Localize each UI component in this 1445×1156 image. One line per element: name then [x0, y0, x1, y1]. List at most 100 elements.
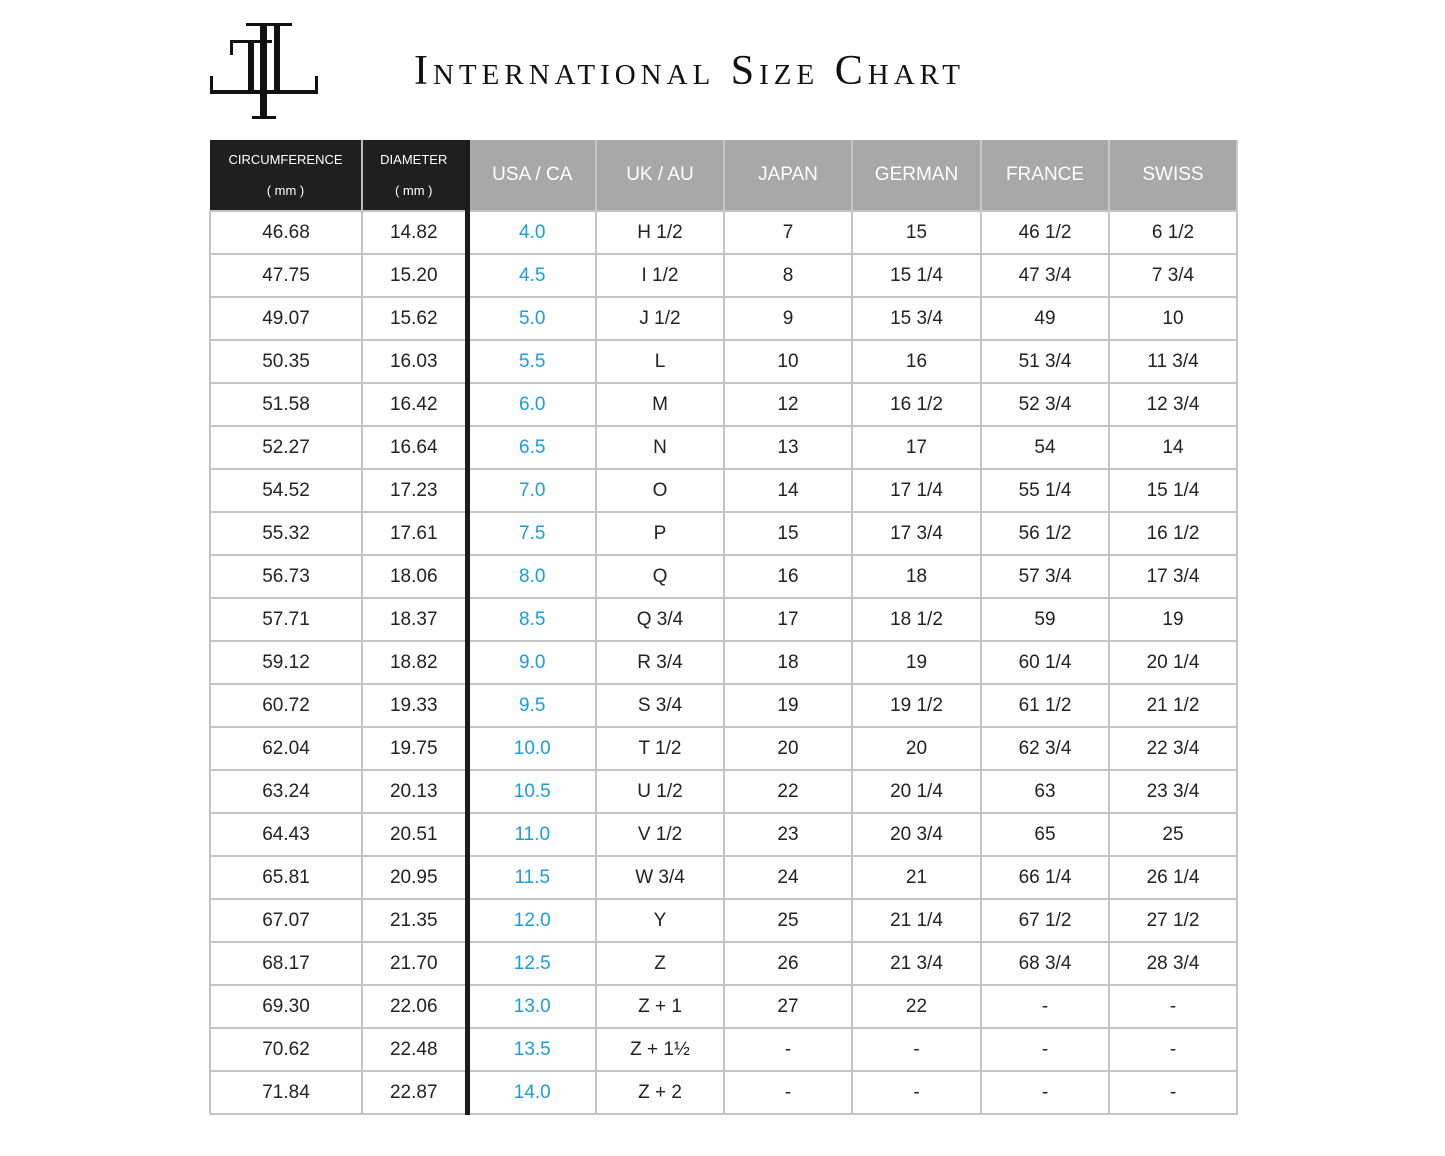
- cell-german: 17 1/4: [851, 468, 982, 513]
- cell-uk-au: I 1/2: [595, 253, 725, 298]
- cell-usa-ca: 5.0: [466, 296, 597, 341]
- cell-uk-au: Z: [595, 941, 725, 986]
- cell-japan: 15: [723, 511, 853, 556]
- cell-france: -: [980, 1070, 1110, 1115]
- cell-swiss: 19: [1108, 597, 1238, 642]
- cell-japan: 8: [723, 253, 853, 298]
- table-row: 57.71 18.37 8.5 Q 3/4 17 18 1/2 59 19: [209, 597, 1238, 642]
- cell-diameter: 22.06: [361, 984, 470, 1029]
- cell-diameter: 22.87: [361, 1070, 470, 1115]
- cell-swiss: -: [1108, 1027, 1238, 1072]
- cell-usa-ca: 8.5: [466, 597, 597, 642]
- cell-uk-au: M: [595, 382, 725, 427]
- cell-uk-au: S 3/4: [595, 683, 725, 728]
- cell-circumference: 55.32: [209, 511, 363, 556]
- header-label: JAPAN: [758, 164, 818, 185]
- header-usa-ca: USA / CA: [467, 140, 597, 211]
- cell-swiss: -: [1108, 1070, 1238, 1115]
- cell-german: 20: [851, 726, 982, 771]
- cell-france: 52 3/4: [980, 382, 1110, 427]
- cell-japan: 14: [723, 468, 853, 513]
- cell-usa-ca: 12.0: [466, 898, 597, 943]
- header-unit: ( mm ): [266, 183, 305, 198]
- cell-japan: -: [723, 1027, 853, 1072]
- cell-japan: 18: [723, 640, 853, 685]
- cell-japan: 13: [723, 425, 853, 470]
- cell-circumference: 69.30: [209, 984, 363, 1029]
- cell-france: 60 1/4: [980, 640, 1110, 685]
- cell-japan: 9: [723, 296, 853, 341]
- cell-diameter: 22.48: [361, 1027, 470, 1072]
- cell-japan: 10: [723, 339, 853, 384]
- cell-swiss: 11 3/4: [1108, 339, 1238, 384]
- cell-swiss: 16 1/2: [1108, 511, 1238, 556]
- cell-usa-ca: 8.0: [466, 554, 597, 599]
- cell-france: 63: [980, 769, 1110, 814]
- header-label: UK / AU: [626, 164, 694, 185]
- cell-circumference: 67.07: [209, 898, 363, 943]
- cell-german: 18 1/2: [851, 597, 982, 642]
- cell-japan: 24: [723, 855, 853, 900]
- cell-japan: 16: [723, 554, 853, 599]
- header-label: SWISS: [1142, 164, 1204, 185]
- cell-circumference: 50.35: [209, 339, 363, 384]
- header-label: FRANCE: [1005, 164, 1085, 185]
- cell-german: 16: [851, 339, 982, 384]
- cell-diameter: 21.70: [361, 941, 470, 986]
- cell-uk-au: Z + 2: [595, 1070, 725, 1115]
- cell-circumference: 51.58: [209, 382, 363, 427]
- cell-uk-au: N: [595, 425, 725, 470]
- cell-diameter: 15.62: [361, 296, 470, 341]
- cell-diameter: 14.82: [361, 210, 470, 255]
- cell-circumference: 71.84: [209, 1070, 363, 1115]
- cell-diameter: 20.51: [361, 812, 470, 857]
- cell-german: 22: [851, 984, 982, 1029]
- cell-german: 17: [851, 425, 982, 470]
- cell-diameter: 16.42: [361, 382, 470, 427]
- cell-german: 17 3/4: [851, 511, 982, 556]
- header-japan: JAPAN: [724, 140, 853, 211]
- cell-uk-au: Z + 1: [595, 984, 725, 1029]
- cell-usa-ca: 5.5: [466, 339, 597, 384]
- cell-usa-ca: 13.5: [466, 1027, 597, 1072]
- cell-uk-au: U 1/2: [595, 769, 725, 814]
- cell-diameter: 17.61: [361, 511, 470, 556]
- cell-diameter: 16.64: [361, 425, 470, 470]
- size-chart-table: CIRCUMFERENCE ( mm ) DIAMETER ( mm ) USA / C…: [209, 140, 1238, 1115]
- cell-france: 51 3/4: [980, 339, 1110, 384]
- cell-uk-au: R 3/4: [595, 640, 725, 685]
- cell-france: 49: [980, 296, 1110, 341]
- cell-diameter: 19.75: [361, 726, 470, 771]
- cell-uk-au: W 3/4: [595, 855, 725, 900]
- cell-german: 21 1/4: [851, 898, 982, 943]
- cell-uk-au: L: [595, 339, 725, 384]
- cell-circumference: 60.72: [209, 683, 363, 728]
- cell-swiss: 26 1/4: [1108, 855, 1238, 900]
- cell-circumference: 63.24: [209, 769, 363, 814]
- cell-uk-au: H 1/2: [595, 210, 725, 255]
- cell-circumference: 57.71: [209, 597, 363, 642]
- cell-uk-au: P: [595, 511, 725, 556]
- cell-swiss: 17 3/4: [1108, 554, 1238, 599]
- cell-swiss: 23 3/4: [1108, 769, 1238, 814]
- cell-france: 54: [980, 425, 1110, 470]
- cell-german: 20 1/4: [851, 769, 982, 814]
- brand-logo: [210, 23, 318, 119]
- cell-german: -: [851, 1070, 982, 1115]
- cell-usa-ca: 9.0: [466, 640, 597, 685]
- cell-uk-au: J 1/2: [595, 296, 725, 341]
- header-label: DIAMETER: [380, 152, 448, 167]
- header-france: FRANCE: [981, 140, 1110, 211]
- cell-uk-au: Z + 1½: [595, 1027, 725, 1072]
- table-row: 55.32 17.61 7.5 P 15 17 3/4 56 1/2 16 1/2: [209, 511, 1238, 556]
- cell-german: 21 3/4: [851, 941, 982, 986]
- cell-swiss: 15 1/4: [1108, 468, 1238, 513]
- cell-circumference: 46.68: [209, 210, 363, 255]
- table-row: 54.52 17.23 7.0 O 14 17 1/4 55 1/4 15 1/4: [209, 468, 1238, 513]
- table-row: 71.84 22.87 14.0 Z + 2----: [209, 1070, 1238, 1115]
- header-uk-au: UK / AU: [596, 140, 725, 211]
- cell-japan: 19: [723, 683, 853, 728]
- cell-circumference: 62.04: [209, 726, 363, 771]
- header-label: GERMAN: [874, 164, 959, 185]
- cell-circumference: 47.75: [209, 253, 363, 298]
